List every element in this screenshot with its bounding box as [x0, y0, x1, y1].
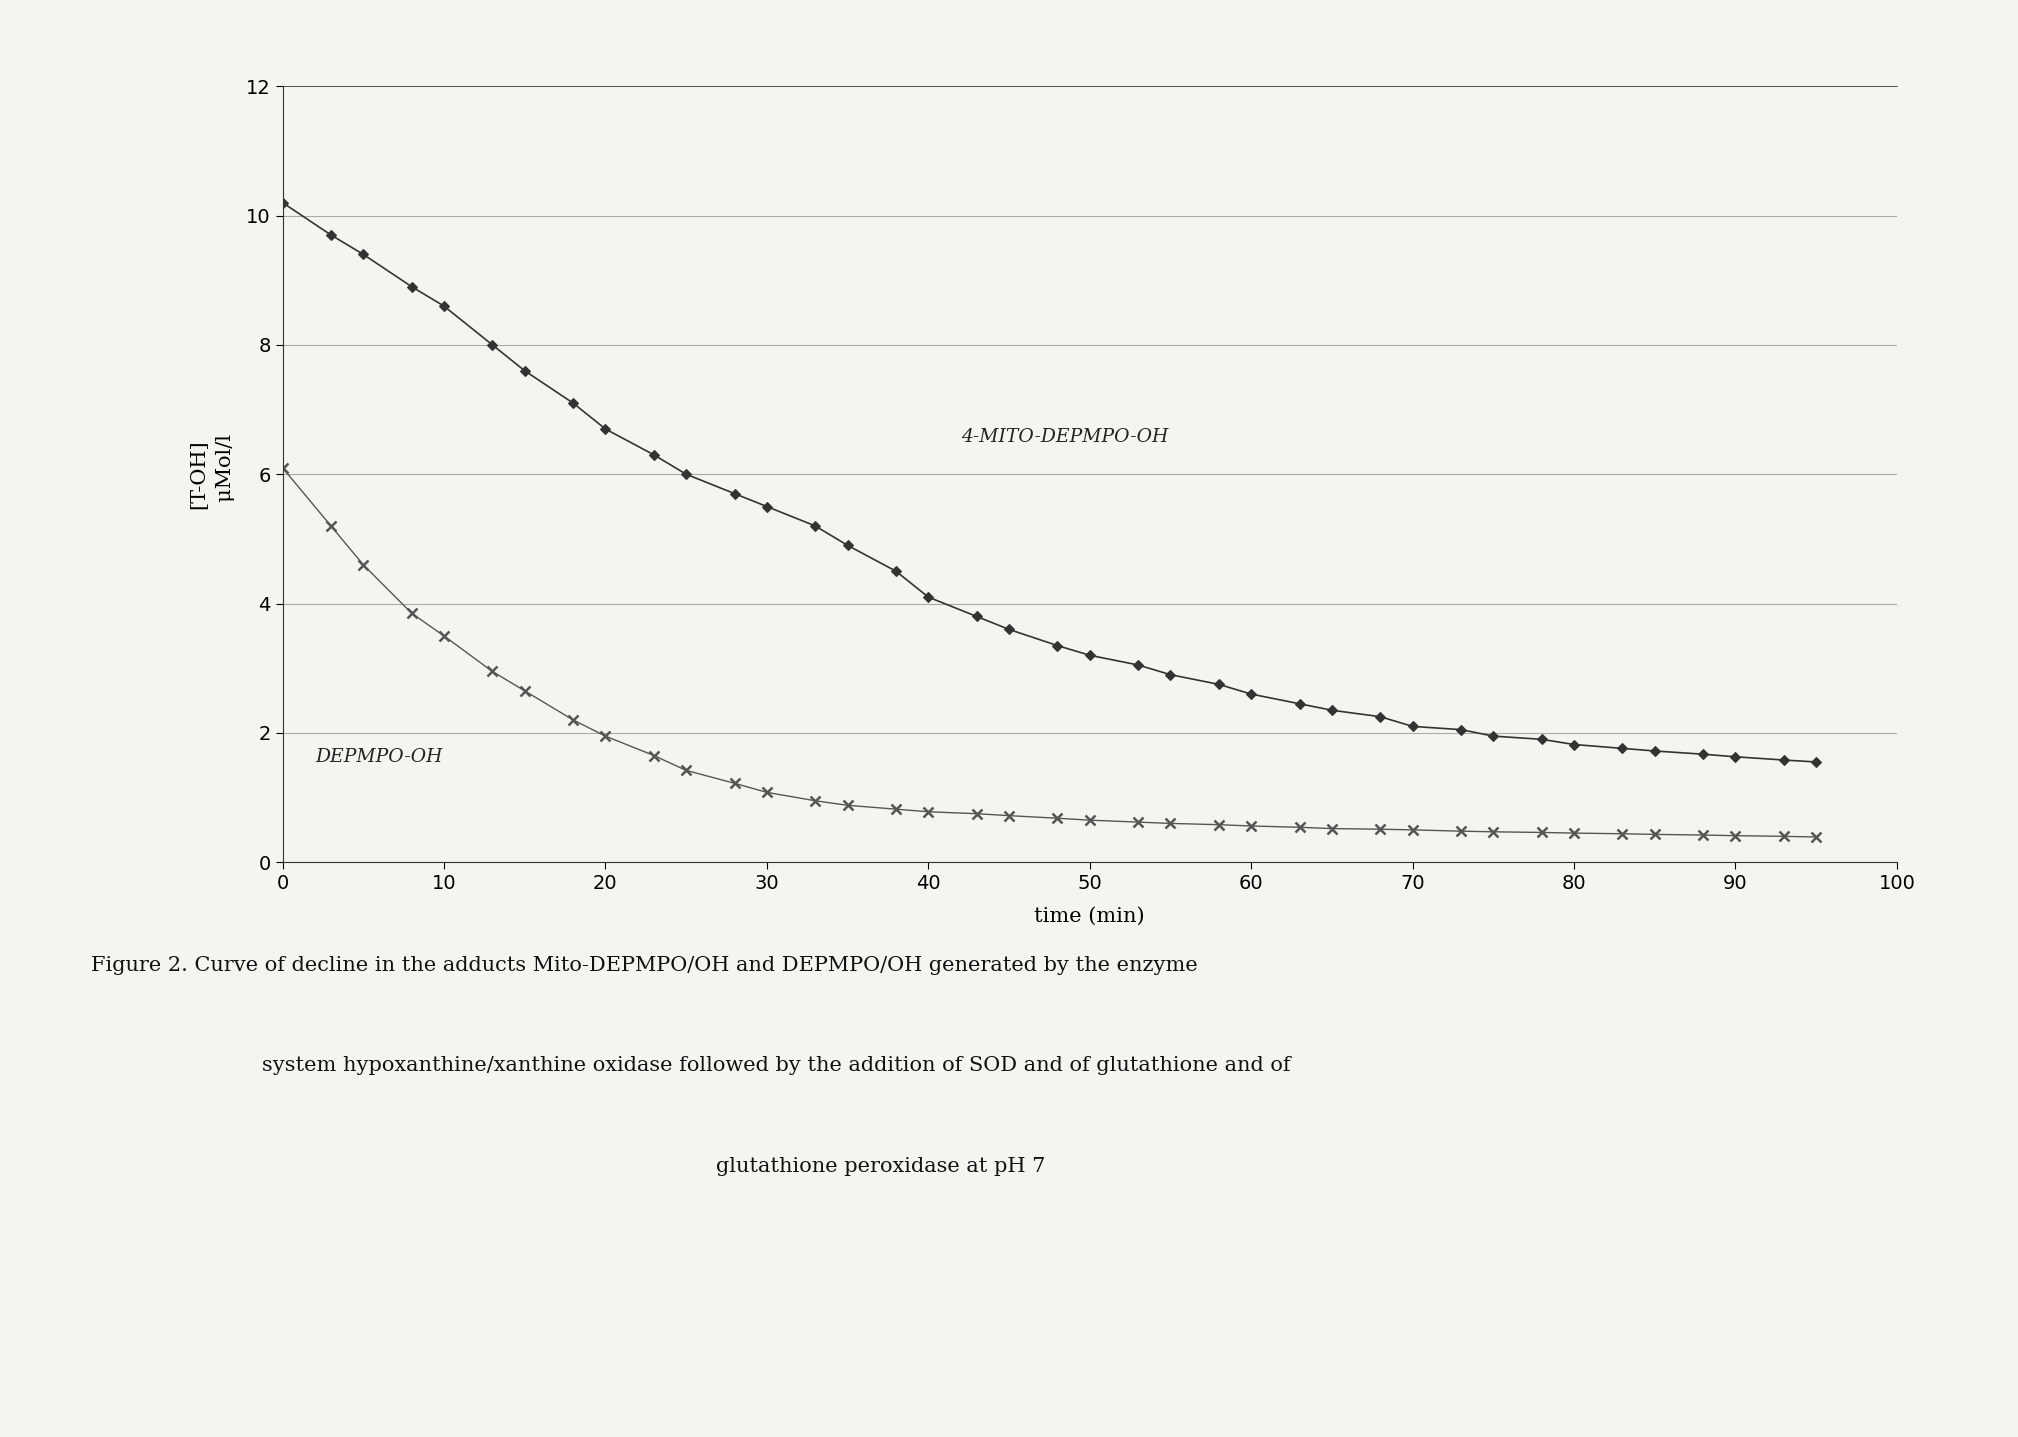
Text: Figure 2. Curve of decline in the adducts Mito-DEPMPO/OH and DEPMPO/OH generated: Figure 2. Curve of decline in the adduct…: [91, 956, 1197, 974]
Text: 4-MITO-DEPMPO-OH: 4-MITO-DEPMPO-OH: [961, 428, 1168, 445]
Text: system hypoxanthine/xanthine oxidase followed by the addition of SOD and of glut: system hypoxanthine/xanthine oxidase fol…: [262, 1056, 1292, 1075]
X-axis label: time (min): time (min): [1035, 907, 1144, 925]
Y-axis label: [T-OH]
  μMol/l: [T-OH] μMol/l: [190, 434, 234, 514]
Text: DEPMPO-OH: DEPMPO-OH: [315, 749, 442, 766]
Text: glutathione peroxidase at pH 7: glutathione peroxidase at pH 7: [716, 1157, 1045, 1175]
